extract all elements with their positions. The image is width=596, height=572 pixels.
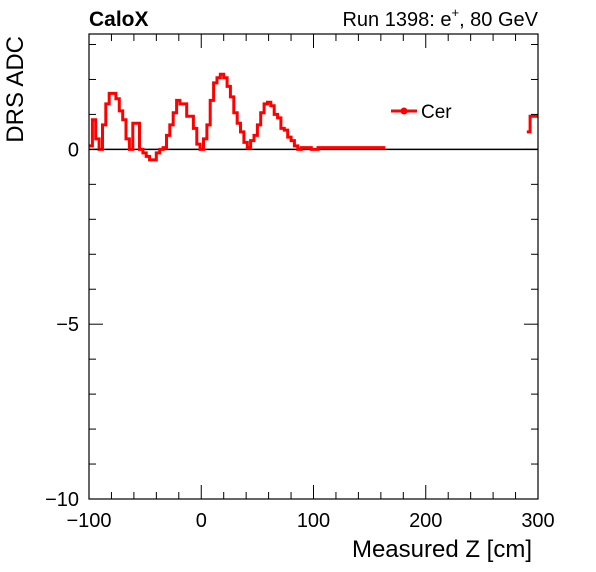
run-info-label: Run 1398: e+, 80 GeV [342, 5, 538, 31]
legend-label-cer: Cer [421, 102, 452, 123]
series-cer-segment-1 [89, 72, 386, 162]
series-cer-segment-2 [526, 114, 538, 134]
x-tick-label: 0 [196, 510, 207, 532]
axis-ticks: −100 0 100 200 300 −10 −5 0 [45, 34, 555, 532]
y-tick-label: −5 [56, 314, 79, 336]
y-tick-label: −10 [45, 489, 79, 511]
y-tick-label: 0 [68, 139, 79, 161]
legend: Cer [391, 102, 452, 123]
x-axis-title: Measured Z [cm] [352, 536, 532, 563]
x-tick-label: 300 [521, 510, 554, 532]
y-axis-title: DRS ADC [2, 36, 29, 143]
legend-marker-cer [400, 107, 408, 115]
x-tick-label: 100 [297, 510, 330, 532]
x-tick-label: −100 [66, 510, 111, 532]
x-tick-label: 200 [409, 510, 442, 532]
plot-area [89, 72, 538, 162]
experiment-label: CaloX [89, 8, 149, 31]
